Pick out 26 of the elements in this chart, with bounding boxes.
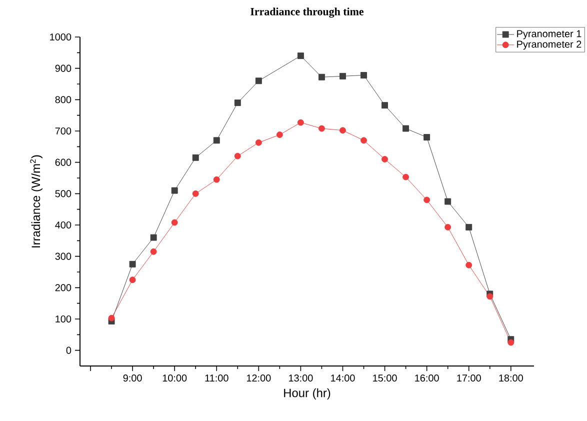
y-tick-label: 500 xyxy=(55,190,72,198)
legend-label: Pyranometer 1 xyxy=(517,30,582,40)
y-tick-label: 0 xyxy=(66,346,72,354)
y-tick-label: 600 xyxy=(55,158,72,166)
y-tick-label: 700 xyxy=(55,127,72,135)
y-tick-label: 200 xyxy=(55,284,72,292)
x-axis-title: Hour (hr) xyxy=(284,388,330,400)
y-tick-label: 300 xyxy=(55,252,72,260)
y-tick-label: 800 xyxy=(55,96,72,104)
x-tick-label: 17:00 xyxy=(457,374,481,382)
x-tick-label: 10:00 xyxy=(162,374,187,382)
x-tick-label: 9:00 xyxy=(123,374,142,382)
chart-title: Irradiance through time xyxy=(250,8,364,18)
x-tick-label: 12:00 xyxy=(246,374,271,382)
y-tick-label: 900 xyxy=(55,64,72,72)
y-axis-title: Irradiance (W/m$^{2}$) xyxy=(30,155,42,248)
x-tick-label: 13:00 xyxy=(289,374,313,382)
x-tick-label: 11:00 xyxy=(205,374,228,382)
y-tick-label: 100 xyxy=(56,315,72,323)
x-tick-label: 18:00 xyxy=(499,374,523,382)
x-tick-label: 15:00 xyxy=(373,374,397,382)
x-tick-label: 14:00 xyxy=(331,374,355,382)
y-tick-label: 400 xyxy=(55,221,72,229)
y-tick-label: 1000 xyxy=(50,33,72,41)
legend-label: Pyranometer 2 xyxy=(517,40,582,50)
x-tick-label: 16:00 xyxy=(415,374,439,382)
